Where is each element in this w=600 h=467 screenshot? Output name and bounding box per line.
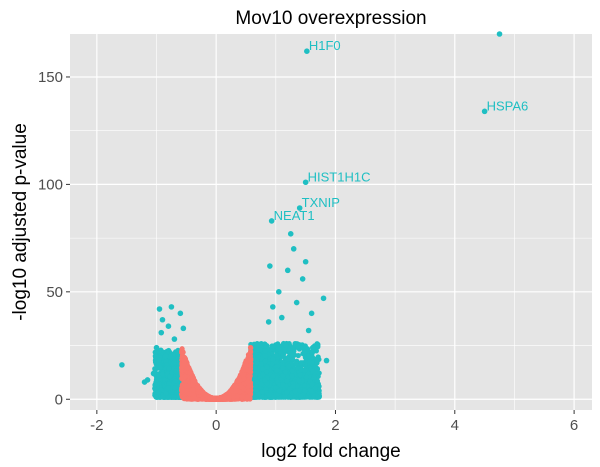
scatter-point-cloud — [283, 342, 289, 349]
scatter-point-cloud — [252, 365, 258, 371]
scatter-point-cloud — [296, 377, 302, 384]
grid-lines — [70, 34, 592, 410]
scatter-point-cloud — [270, 373, 276, 379]
scatter-point-cloud — [315, 394, 321, 400]
scatter-point-cloud — [309, 368, 316, 374]
scatter-point-cloud — [172, 378, 179, 384]
scatter-point-cloud — [285, 356, 291, 362]
scatter-point-cloud — [289, 368, 296, 374]
scatter-point-cloud — [262, 358, 268, 364]
scatter-point-cloud — [259, 389, 265, 395]
scatter-point-cloud — [298, 393, 304, 399]
scatter-point-cloud — [316, 370, 322, 376]
scatter-point-cloud — [170, 393, 177, 400]
scatter-point-cloud — [172, 385, 178, 391]
scatter-point-cloud — [262, 348, 268, 354]
scatter-point-cloud — [259, 394, 266, 400]
scatter-point-cloud — [288, 352, 295, 358]
scatter-point-cloud — [303, 374, 310, 380]
scatter-point-cloud — [293, 361, 299, 367]
panel-background — [70, 34, 592, 410]
scatter-point-cloud — [166, 381, 172, 387]
scatter-point-cloud — [166, 365, 172, 372]
scatter-point-cloud — [284, 378, 290, 384]
scatter-point-cloud — [152, 386, 158, 392]
scatter-point-cloud — [289, 373, 295, 379]
scatter-point-cloud — [153, 377, 160, 383]
scatter-point-cloud — [262, 377, 268, 383]
scatter-point-cloud — [280, 373, 286, 379]
scatter-point-cloud — [254, 379, 260, 385]
scatter-point-cloud — [309, 381, 315, 388]
scatter-point-cloud — [280, 365, 286, 371]
scatter-point-cloud — [309, 349, 315, 355]
scatter-point-cloud — [159, 371, 165, 377]
scatter-point-cloud — [282, 394, 288, 400]
scatter-point-cloud — [274, 367, 280, 373]
scatter-point-cloud — [308, 388, 314, 394]
scatter-point-cloud — [167, 353, 173, 359]
scatter-point-cloud — [314, 358, 320, 364]
scatter-point-cloud — [163, 390, 169, 397]
scatter-point-cloud — [260, 372, 266, 378]
scatter-point-cloud — [153, 353, 159, 359]
scatter-point-cloud — [297, 372, 303, 378]
point-cloud — [152, 340, 322, 402]
scatter-point-cloud — [263, 369, 270, 375]
scatter-point-cloud — [257, 347, 263, 353]
scatter-point-cloud — [269, 343, 275, 349]
scatter-point-cloud — [252, 373, 258, 379]
scatter-point-cloud — [270, 356, 276, 362]
scatter-point-cloud — [298, 360, 304, 366]
scatter-point-cloud — [285, 363, 292, 370]
scatter-point-cloud — [167, 374, 173, 380]
scatter-point-cloud — [302, 367, 308, 373]
scatter-point-cloud — [289, 345, 295, 351]
scatter-point-cloud — [266, 392, 272, 398]
scatter-point-cloud — [279, 381, 286, 388]
scatter-point-cloud — [290, 357, 296, 363]
scatter-point-cloud — [273, 352, 280, 358]
scatter-point-cloud — [314, 378, 321, 384]
scatter-point-cloud — [292, 389, 298, 395]
scatter-point-cloud — [264, 364, 270, 370]
scatter-point-cloud — [306, 359, 313, 365]
scatter-point-cloud — [262, 353, 268, 359]
scatter-point-cloud — [260, 366, 266, 372]
scatter-point-cloud — [156, 357, 162, 363]
scatter-point-cloud — [295, 352, 301, 359]
scatter-point-cloud — [157, 364, 163, 370]
scatter-point-cloud — [258, 361, 264, 367]
scatter-point-cloud — [153, 393, 159, 400]
scatter-point-cloud — [282, 369, 289, 375]
scatter-point-cloud — [282, 347, 288, 353]
scatter-point-cloud — [302, 388, 308, 394]
scatter-point-cloud — [254, 360, 260, 366]
scatter-point-cloud — [171, 359, 177, 365]
scatter-point-cloud — [152, 381, 158, 388]
scatter-point-cloud — [302, 383, 308, 389]
scatter-point-cloud — [165, 385, 172, 391]
scatter-point-cloud — [276, 388, 282, 394]
scatter-point-cloud — [290, 383, 296, 389]
scatter-point-cloud — [248, 345, 254, 351]
scatter-point-cloud — [286, 394, 293, 400]
scatter-point-cloud — [280, 352, 286, 359]
scatter-point-cloud — [295, 343, 301, 349]
